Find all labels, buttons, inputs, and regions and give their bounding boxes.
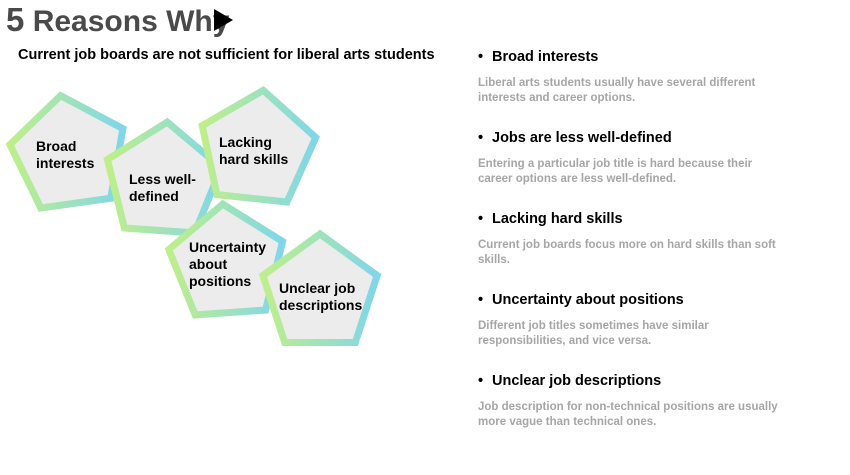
pentagon-label-line: Less well- — [129, 171, 196, 187]
reason-description: Job description for non-technical positi… — [478, 401, 778, 428]
reason-title: Unclear job descriptions — [492, 373, 662, 389]
reason-title: Broad interests — [492, 49, 599, 65]
reason-lacking-hard-skills: • Lacking hard skills Current job boards … — [478, 210, 818, 268]
pentagon-label-line: descriptions — [279, 297, 362, 313]
pentagon-label: Unclear job descriptions — [279, 280, 362, 313]
reason-uncertainty-positions: • Uncertainty about positions Different j… — [478, 291, 818, 349]
pentagon-label-line: Lacking — [219, 134, 272, 150]
pentagon-shape — [198, 85, 320, 206]
bullet: • — [478, 130, 484, 146]
subtitle: Current job boards are not sufficient fo… — [18, 47, 435, 63]
pentagon-label-line: defined — [129, 188, 179, 204]
pentagon-label: Lacking hard skills — [219, 134, 288, 167]
pentagon-label-line: about — [189, 256, 227, 272]
pentagon-shape — [258, 229, 382, 346]
pentagon-label-line: positions — [189, 273, 251, 289]
reason-title: Lacking hard skills — [492, 211, 623, 227]
pentagon-less-well-defined: Less well-defined — [103, 117, 226, 237]
bullet: • — [478, 373, 484, 389]
reason-title: Jobs are less well-defined — [492, 130, 672, 146]
pentagon-shape — [5, 91, 127, 212]
reason-broad-interests: • Broad interests Liberal arts students u… — [478, 48, 818, 106]
pentagon-label-line: Broad — [36, 138, 76, 154]
bullet: • — [478, 292, 484, 308]
pentagon-label-line: Unclear job — [279, 280, 355, 296]
title-number: 5 — [6, 1, 25, 38]
page-title: 5 Reasons Why — [6, 2, 229, 40]
pentagon-uncertainty-positions: Uncertainty about positions — [164, 199, 287, 319]
pentagon-label-line: Uncertainty — [189, 239, 266, 255]
bullet: • — [478, 211, 484, 227]
pentagon-label-line: hard skills — [219, 151, 288, 167]
pentagon-diagram: Broad interests Less well-defined Lacking ha… — [5, 85, 382, 346]
pentagon-label-line: interests — [36, 155, 95, 171]
title-text: Reasons Why — [32, 5, 230, 38]
pentagon-lacking-hard-skills: Lacking hard skills — [198, 85, 320, 206]
pentagon-shape — [164, 199, 287, 319]
play-icon — [214, 9, 233, 31]
pentagon-label: Uncertainty about positions — [189, 239, 266, 289]
pentagon-unclear-descriptions: Unclear job descriptions — [258, 229, 382, 346]
reason-title: Uncertainty about positions — [492, 292, 684, 308]
reason-description: Current job boards focus more on hard sk… — [478, 239, 776, 266]
pentagon-label: Broad interests — [36, 138, 95, 171]
reason-description: Different job titles sometimes have simi… — [478, 320, 709, 347]
bullet: • — [478, 49, 484, 65]
pentagon-label: Less well-defined — [129, 171, 196, 204]
reason-jobs-less-defined: • Jobs are less well-defined Entering a p… — [478, 129, 818, 187]
reason-unclear-descriptions: • Unclear job descriptions Job descriptio… — [478, 372, 818, 430]
reason-description: Liberal arts students usually have sever… — [478, 77, 756, 104]
pentagon-broad-interests: Broad interests — [5, 91, 127, 212]
reason-description: Entering a particular job title is hard … — [478, 158, 753, 185]
